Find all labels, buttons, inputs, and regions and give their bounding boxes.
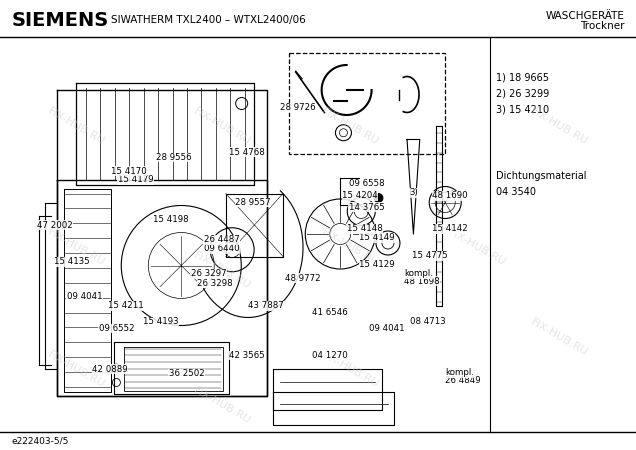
Text: 15 4149: 15 4149 xyxy=(359,233,395,242)
Text: 26 3298: 26 3298 xyxy=(197,279,233,288)
Text: 28 9556: 28 9556 xyxy=(156,153,191,162)
Text: FIX-HUB.RU: FIX-HUB.RU xyxy=(46,106,107,146)
Text: 15 4198: 15 4198 xyxy=(153,215,188,224)
Text: FIX-HUB.RU: FIX-HUB.RU xyxy=(319,349,380,389)
Text: FIX-HUB.RU: FIX-HUB.RU xyxy=(319,106,380,146)
Text: 15 4170: 15 4170 xyxy=(111,166,147,176)
Text: FIX-HUB.RU: FIX-HUB.RU xyxy=(192,385,253,425)
Text: 15 4135: 15 4135 xyxy=(54,257,90,266)
Text: kompl.: kompl. xyxy=(445,368,474,377)
Text: 09 4041: 09 4041 xyxy=(369,324,404,333)
Text: 47 2002: 47 2002 xyxy=(37,220,73,230)
Text: 08 4713: 08 4713 xyxy=(410,317,446,326)
Text: FIX-HUB.RU: FIX-HUB.RU xyxy=(446,227,508,268)
Text: 15 4775: 15 4775 xyxy=(412,251,448,260)
Text: SIWATHERM TXL2400 – WTXL2400/06: SIWATHERM TXL2400 – WTXL2400/06 xyxy=(111,15,306,25)
Text: 15 4193: 15 4193 xyxy=(143,317,179,326)
Text: 28 9726: 28 9726 xyxy=(280,104,315,112)
Text: kompl.: kompl. xyxy=(404,269,432,278)
Text: 42 3565: 42 3565 xyxy=(229,351,265,360)
Text: 15 4148: 15 4148 xyxy=(347,224,382,233)
Text: WASCHGERÄTE: WASCHGERÄTE xyxy=(546,11,625,21)
Text: 26 3297: 26 3297 xyxy=(191,269,226,278)
Text: 15 4211: 15 4211 xyxy=(108,302,144,310)
Text: 41 6546: 41 6546 xyxy=(312,308,347,317)
Text: FIX-HUB.RU: FIX-HUB.RU xyxy=(529,317,590,358)
Text: FIX-HUB.RU: FIX-HUB.RU xyxy=(46,227,107,268)
Text: SIEMENS: SIEMENS xyxy=(11,11,109,30)
Text: 15 4204: 15 4204 xyxy=(342,191,378,200)
Text: 36 2502: 36 2502 xyxy=(169,369,204,378)
Text: FIX-HUB.RU: FIX-HUB.RU xyxy=(192,250,253,290)
Text: FIX-HUB.RU: FIX-HUB.RU xyxy=(192,106,253,146)
Text: 26 4849: 26 4849 xyxy=(445,376,481,385)
Text: 15 4129: 15 4129 xyxy=(359,260,395,269)
Text: FIX-HUB.RU: FIX-HUB.RU xyxy=(46,349,107,389)
Text: 15 4179: 15 4179 xyxy=(118,176,153,184)
Text: 48 1690: 48 1690 xyxy=(432,191,468,200)
Text: 09 6552: 09 6552 xyxy=(99,324,134,333)
Text: 1) 18 9665
2) 26 3299
3) 15 4210: 1) 18 9665 2) 26 3299 3) 15 4210 xyxy=(496,72,550,115)
Text: 26 4487: 26 4487 xyxy=(204,235,239,244)
Text: 15 4768: 15 4768 xyxy=(229,148,265,157)
Text: 48 1698: 48 1698 xyxy=(404,277,439,286)
Text: 09 6440: 09 6440 xyxy=(204,244,239,253)
Text: e222403-5/5: e222403-5/5 xyxy=(11,436,69,446)
Text: Dichtungsmaterial
04 3540: Dichtungsmaterial 04 3540 xyxy=(496,171,586,198)
Text: 09 4041: 09 4041 xyxy=(67,292,102,301)
Text: 43 7887: 43 7887 xyxy=(248,302,284,310)
Circle shape xyxy=(373,193,384,203)
Text: Trockner: Trockner xyxy=(580,21,625,31)
Text: 3): 3) xyxy=(409,188,418,197)
Text: 48 9772: 48 9772 xyxy=(285,274,321,283)
Text: 15 4142: 15 4142 xyxy=(432,224,468,233)
Text: FIX-HUB.RU: FIX-HUB.RU xyxy=(319,227,380,268)
Text: 42 0889: 42 0889 xyxy=(92,364,128,373)
Text: 28 9557: 28 9557 xyxy=(235,198,271,207)
Text: 04 1270: 04 1270 xyxy=(312,351,347,360)
Text: FIX-HUB.RU: FIX-HUB.RU xyxy=(529,106,590,146)
Bar xyxy=(289,53,445,154)
Text: 14 3765: 14 3765 xyxy=(349,202,384,211)
Text: 09 6558: 09 6558 xyxy=(349,179,384,188)
